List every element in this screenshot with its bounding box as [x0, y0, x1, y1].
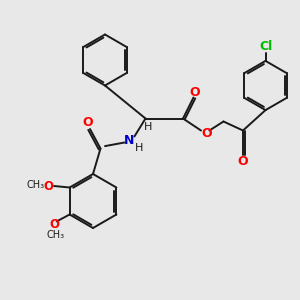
Text: O: O	[44, 179, 54, 193]
Text: CH₃: CH₃	[27, 180, 45, 190]
Text: O: O	[50, 218, 60, 232]
Text: O: O	[238, 154, 248, 168]
Text: O: O	[190, 85, 200, 99]
Text: Cl: Cl	[260, 40, 273, 53]
Text: O: O	[82, 116, 93, 129]
Text: N: N	[124, 134, 134, 148]
Text: O: O	[201, 127, 212, 140]
Text: H: H	[134, 143, 143, 153]
Text: CH₃: CH₃	[46, 230, 64, 241]
Text: H: H	[144, 122, 152, 133]
